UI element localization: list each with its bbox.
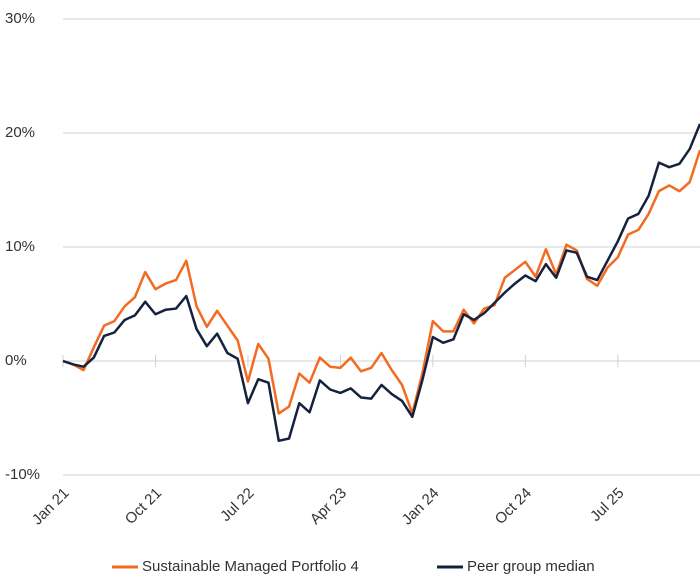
y-tick-label: -10% <box>5 466 40 483</box>
y-tick-label: 20% <box>5 124 35 141</box>
x-tick-label: Jan 21 <box>29 485 73 529</box>
series-line <box>62 123 700 443</box>
x-tick-label: Oct 21 <box>122 485 165 528</box>
series-line <box>62 149 700 415</box>
x-tick-label: Jan 24 <box>399 485 443 529</box>
x-tick-label: Jul 25 <box>587 485 627 525</box>
legend-label: Sustainable Managed Portfolio 4 <box>142 558 359 575</box>
y-tick-label: 30% <box>5 10 35 27</box>
y-tick-label: 10% <box>5 238 35 255</box>
legend-label: Peer group median <box>467 558 595 575</box>
y-tick-label: 0% <box>5 352 27 369</box>
x-tick-label: Apr 23 <box>307 485 350 528</box>
x-tick-label: Jul 22 <box>217 485 257 525</box>
x-tick-label: Oct 24 <box>492 485 535 528</box>
